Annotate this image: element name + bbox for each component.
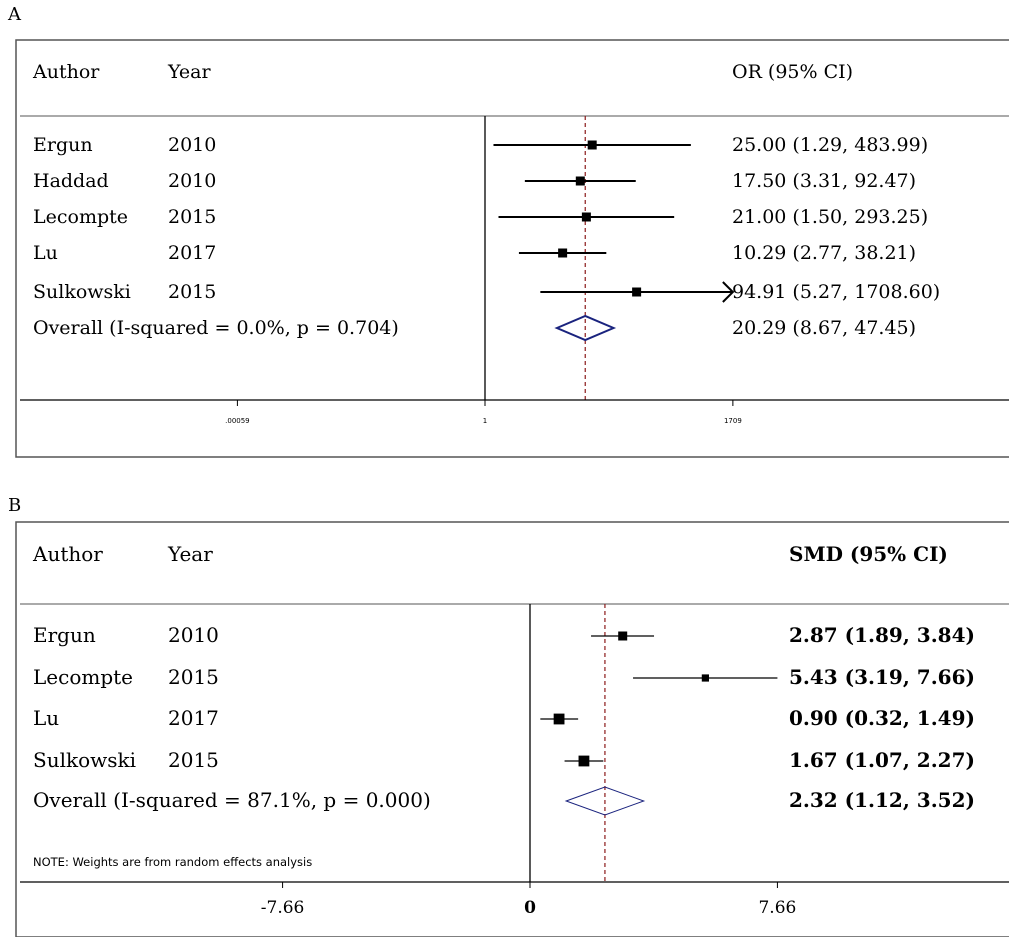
x-tick-label-a: 1709 <box>724 417 742 425</box>
header-author-b: Author <box>32 542 103 566</box>
overall-diamond-b <box>564 786 646 816</box>
study-year-a: 2010 <box>168 170 216 192</box>
overall-label-b: Overall (I-squared = 87.1%, p = 0.000) <box>33 788 431 812</box>
study-marker-b <box>578 755 590 767</box>
study-marker-a <box>581 212 591 222</box>
study-ci-text-a: 21.00 (1.50, 293.25) <box>732 206 928 228</box>
study-author-b: Ergun <box>33 623 96 647</box>
header-effect-b: SMD (95% CI) <box>789 542 948 566</box>
study-marker-a <box>558 248 568 258</box>
study-author-b: Lu <box>33 706 59 730</box>
study-year-a: 2015 <box>168 206 216 228</box>
weights-note-b: NOTE: Weights are from random effects an… <box>33 855 312 869</box>
overall-label-a: Overall (I-squared = 0.0%, p = 0.704) <box>33 317 399 339</box>
study-year-b: 2015 <box>168 665 219 689</box>
study-ci-text-a: 25.00 (1.29, 483.99) <box>732 134 928 156</box>
overall-ci-text-a: 20.29 (8.67, 47.45) <box>732 317 916 339</box>
header-year-b: Year <box>167 542 213 566</box>
study-ci-text-b: 1.67 (1.07, 2.27) <box>789 748 975 772</box>
study-marker-a <box>587 140 597 150</box>
study-year-a: 2010 <box>168 134 216 156</box>
study-year-b: 2017 <box>168 706 219 730</box>
study-marker-b <box>618 631 628 641</box>
study-author-a: Haddad <box>33 170 109 192</box>
study-year-a: 2017 <box>168 242 216 264</box>
study-year-b: 2010 <box>168 623 219 647</box>
study-author-a: Lecompte <box>33 206 128 228</box>
study-ci-text-a: 17.50 (3.31, 92.47) <box>732 170 916 192</box>
study-marker-a <box>632 287 642 297</box>
x-tick-label-b: -7.66 <box>261 898 305 918</box>
x-tick-label-b: 7.66 <box>758 898 796 918</box>
study-marker-b <box>553 713 565 725</box>
header-year-a: Year <box>167 61 211 83</box>
study-ci-text-b: 0.90 (0.32, 1.49) <box>789 706 975 730</box>
study-ci-text-b: 5.43 (3.19, 7.66) <box>789 665 975 689</box>
panel-frame-a <box>15 39 1009 458</box>
ci-arrow-a <box>722 281 735 303</box>
study-author-b: Sulkowski <box>33 748 136 772</box>
x-tick-label-b: 0 <box>524 898 536 918</box>
panel-frame-b <box>15 521 1009 937</box>
study-ci-text-a: 10.29 (2.77, 38.21) <box>732 242 916 264</box>
x-tick-label-a: 1 <box>483 417 487 425</box>
study-author-a: Sulkowski <box>33 281 131 303</box>
study-marker-a <box>575 176 585 186</box>
study-marker-b <box>701 674 709 682</box>
study-author-a: Lu <box>33 242 58 264</box>
study-ci-text-a: 94.91 (5.27, 1708.60) <box>732 281 940 303</box>
overall-ci-text-b: 2.32 (1.12, 3.52) <box>789 788 975 812</box>
panel-label-b: B <box>8 495 21 516</box>
study-year-a: 2015 <box>168 281 216 303</box>
overall-diamond-a <box>554 314 617 342</box>
study-year-b: 2015 <box>168 748 219 772</box>
study-author-a: Ergun <box>33 134 93 156</box>
study-author-b: Lecompte <box>33 665 133 689</box>
study-ci-text-b: 2.87 (1.89, 3.84) <box>789 623 975 647</box>
header-author-a: Author <box>32 61 100 83</box>
panel-label-a: A <box>7 4 22 25</box>
x-tick-label-a: .00059 <box>225 417 250 425</box>
header-effect-a: OR (95% CI) <box>732 61 853 83</box>
